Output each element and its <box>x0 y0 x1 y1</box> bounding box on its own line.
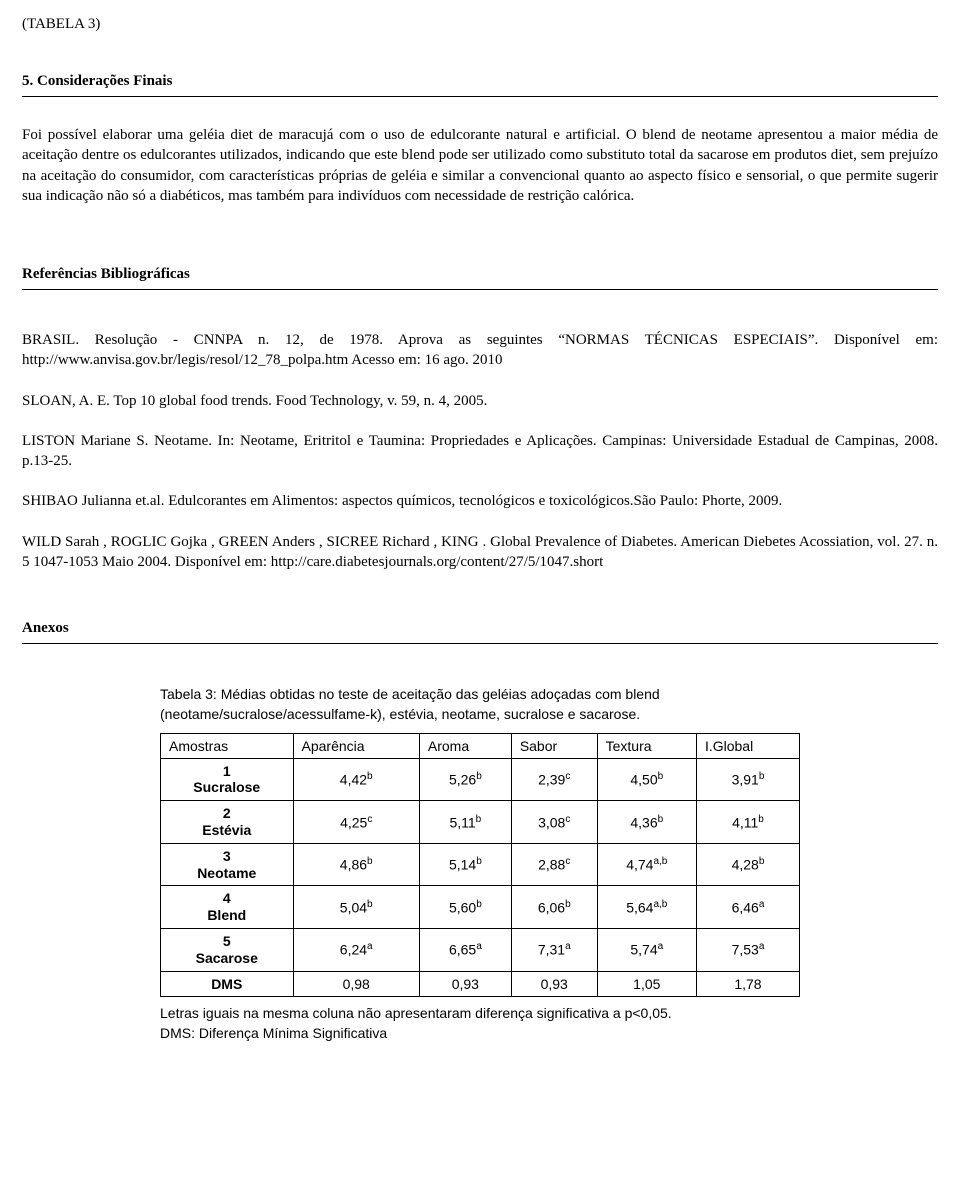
value-cell: 3,08c <box>511 801 597 844</box>
dms-value-cell: 0,93 <box>419 971 511 996</box>
dms-value-cell: 0,93 <box>511 971 597 996</box>
reference-item: SLOAN, A. E. Top 10 global food trends. … <box>22 391 938 411</box>
section-heading-considerations: 5. Considerações Finais <box>22 73 938 97</box>
reference-item: BRASIL. Resolução - CNNPA n. 12, de 1978… <box>22 330 938 371</box>
value-cell: 4,42b <box>293 758 419 801</box>
value-cell: 5,74a <box>597 928 696 971</box>
section-heading-annex: Anexos <box>22 620 938 644</box>
table-3: Tabela 3: Médias obtidas no teste de ace… <box>160 684 800 1043</box>
value-cell: 7,53a <box>696 928 799 971</box>
sample-cell: 5Sacarose <box>161 928 294 971</box>
dms-value-cell: 0,98 <box>293 971 419 996</box>
table-footnote-letters: Letras iguais na mesma coluna não aprese… <box>160 1003 800 1023</box>
table-header-cell: Amostras <box>161 733 294 758</box>
table-header-cell: Sabor <box>511 733 597 758</box>
dms-label-cell: DMS <box>161 971 294 996</box>
reference-item: LISTON Mariane S. Neotame. In: Neotame, … <box>22 431 938 472</box>
table-row: 5Sacarose6,24a6,65a7,31a5,74a7,53a <box>161 928 800 971</box>
value-cell: 4,50b <box>597 758 696 801</box>
value-cell: 6,46a <box>696 886 799 929</box>
reference-item: WILD Sarah , ROGLIC Gojka , GREEN Anders… <box>22 532 938 573</box>
value-cell: 3,91b <box>696 758 799 801</box>
value-cell: 5,04b <box>293 886 419 929</box>
value-cell: 5,14b <box>419 843 511 886</box>
considerations-body: Foi possível elaborar uma geléia diet de… <box>22 125 938 206</box>
section-heading-references: Referências Bibliográficas <box>22 266 938 290</box>
sample-cell: 1Sucralose <box>161 758 294 801</box>
value-cell: 5,60b <box>419 886 511 929</box>
value-cell: 4,36b <box>597 801 696 844</box>
sample-cell: 3Neotame <box>161 843 294 886</box>
value-cell: 4,86b <box>293 843 419 886</box>
table-header-cell: Aroma <box>419 733 511 758</box>
value-cell: 5,26b <box>419 758 511 801</box>
reference-item: SHIBAO Julianna et.al. Edulcorantes em A… <box>22 491 938 511</box>
table-row: 3Neotame4,86b5,14b2,88c4,74a,b4,28b <box>161 843 800 886</box>
table-row: 1Sucralose4,42b5,26b2,39c4,50b3,91b <box>161 758 800 801</box>
value-cell: 5,64a,b <box>597 886 696 929</box>
value-cell: 5,11b <box>419 801 511 844</box>
value-cell: 4,25c <box>293 801 419 844</box>
table-header-cell: I.Global <box>696 733 799 758</box>
table-header-cell: Aparência <box>293 733 419 758</box>
acceptance-table: AmostrasAparênciaAromaSaborTexturaI.Glob… <box>160 733 800 997</box>
value-cell: 4,11b <box>696 801 799 844</box>
table-row-dms: DMS0,980,930,931,051,78 <box>161 971 800 996</box>
value-cell: 6,65a <box>419 928 511 971</box>
value-cell: 4,28b <box>696 843 799 886</box>
value-cell: 6,06b <box>511 886 597 929</box>
value-cell: 7,31a <box>511 928 597 971</box>
table-row: 2Estévia4,25c5,11b3,08c4,36b4,11b <box>161 801 800 844</box>
value-cell: 2,39c <box>511 758 597 801</box>
dms-value-cell: 1,05 <box>597 971 696 996</box>
table-row: 4Blend5,04b5,60b6,06b5,64a,b6,46a <box>161 886 800 929</box>
tabela-label: (TABELA 3) <box>22 16 938 33</box>
dms-value-cell: 1,78 <box>696 971 799 996</box>
table-caption: Tabela 3: Médias obtidas no teste de ace… <box>160 684 800 725</box>
value-cell: 4,74a,b <box>597 843 696 886</box>
table-header-cell: Textura <box>597 733 696 758</box>
value-cell: 6,24a <box>293 928 419 971</box>
value-cell: 2,88c <box>511 843 597 886</box>
sample-cell: 2Estévia <box>161 801 294 844</box>
table-footnote-dms: DMS: Diferença Mínima Significativa <box>160 1023 800 1043</box>
sample-cell: 4Blend <box>161 886 294 929</box>
